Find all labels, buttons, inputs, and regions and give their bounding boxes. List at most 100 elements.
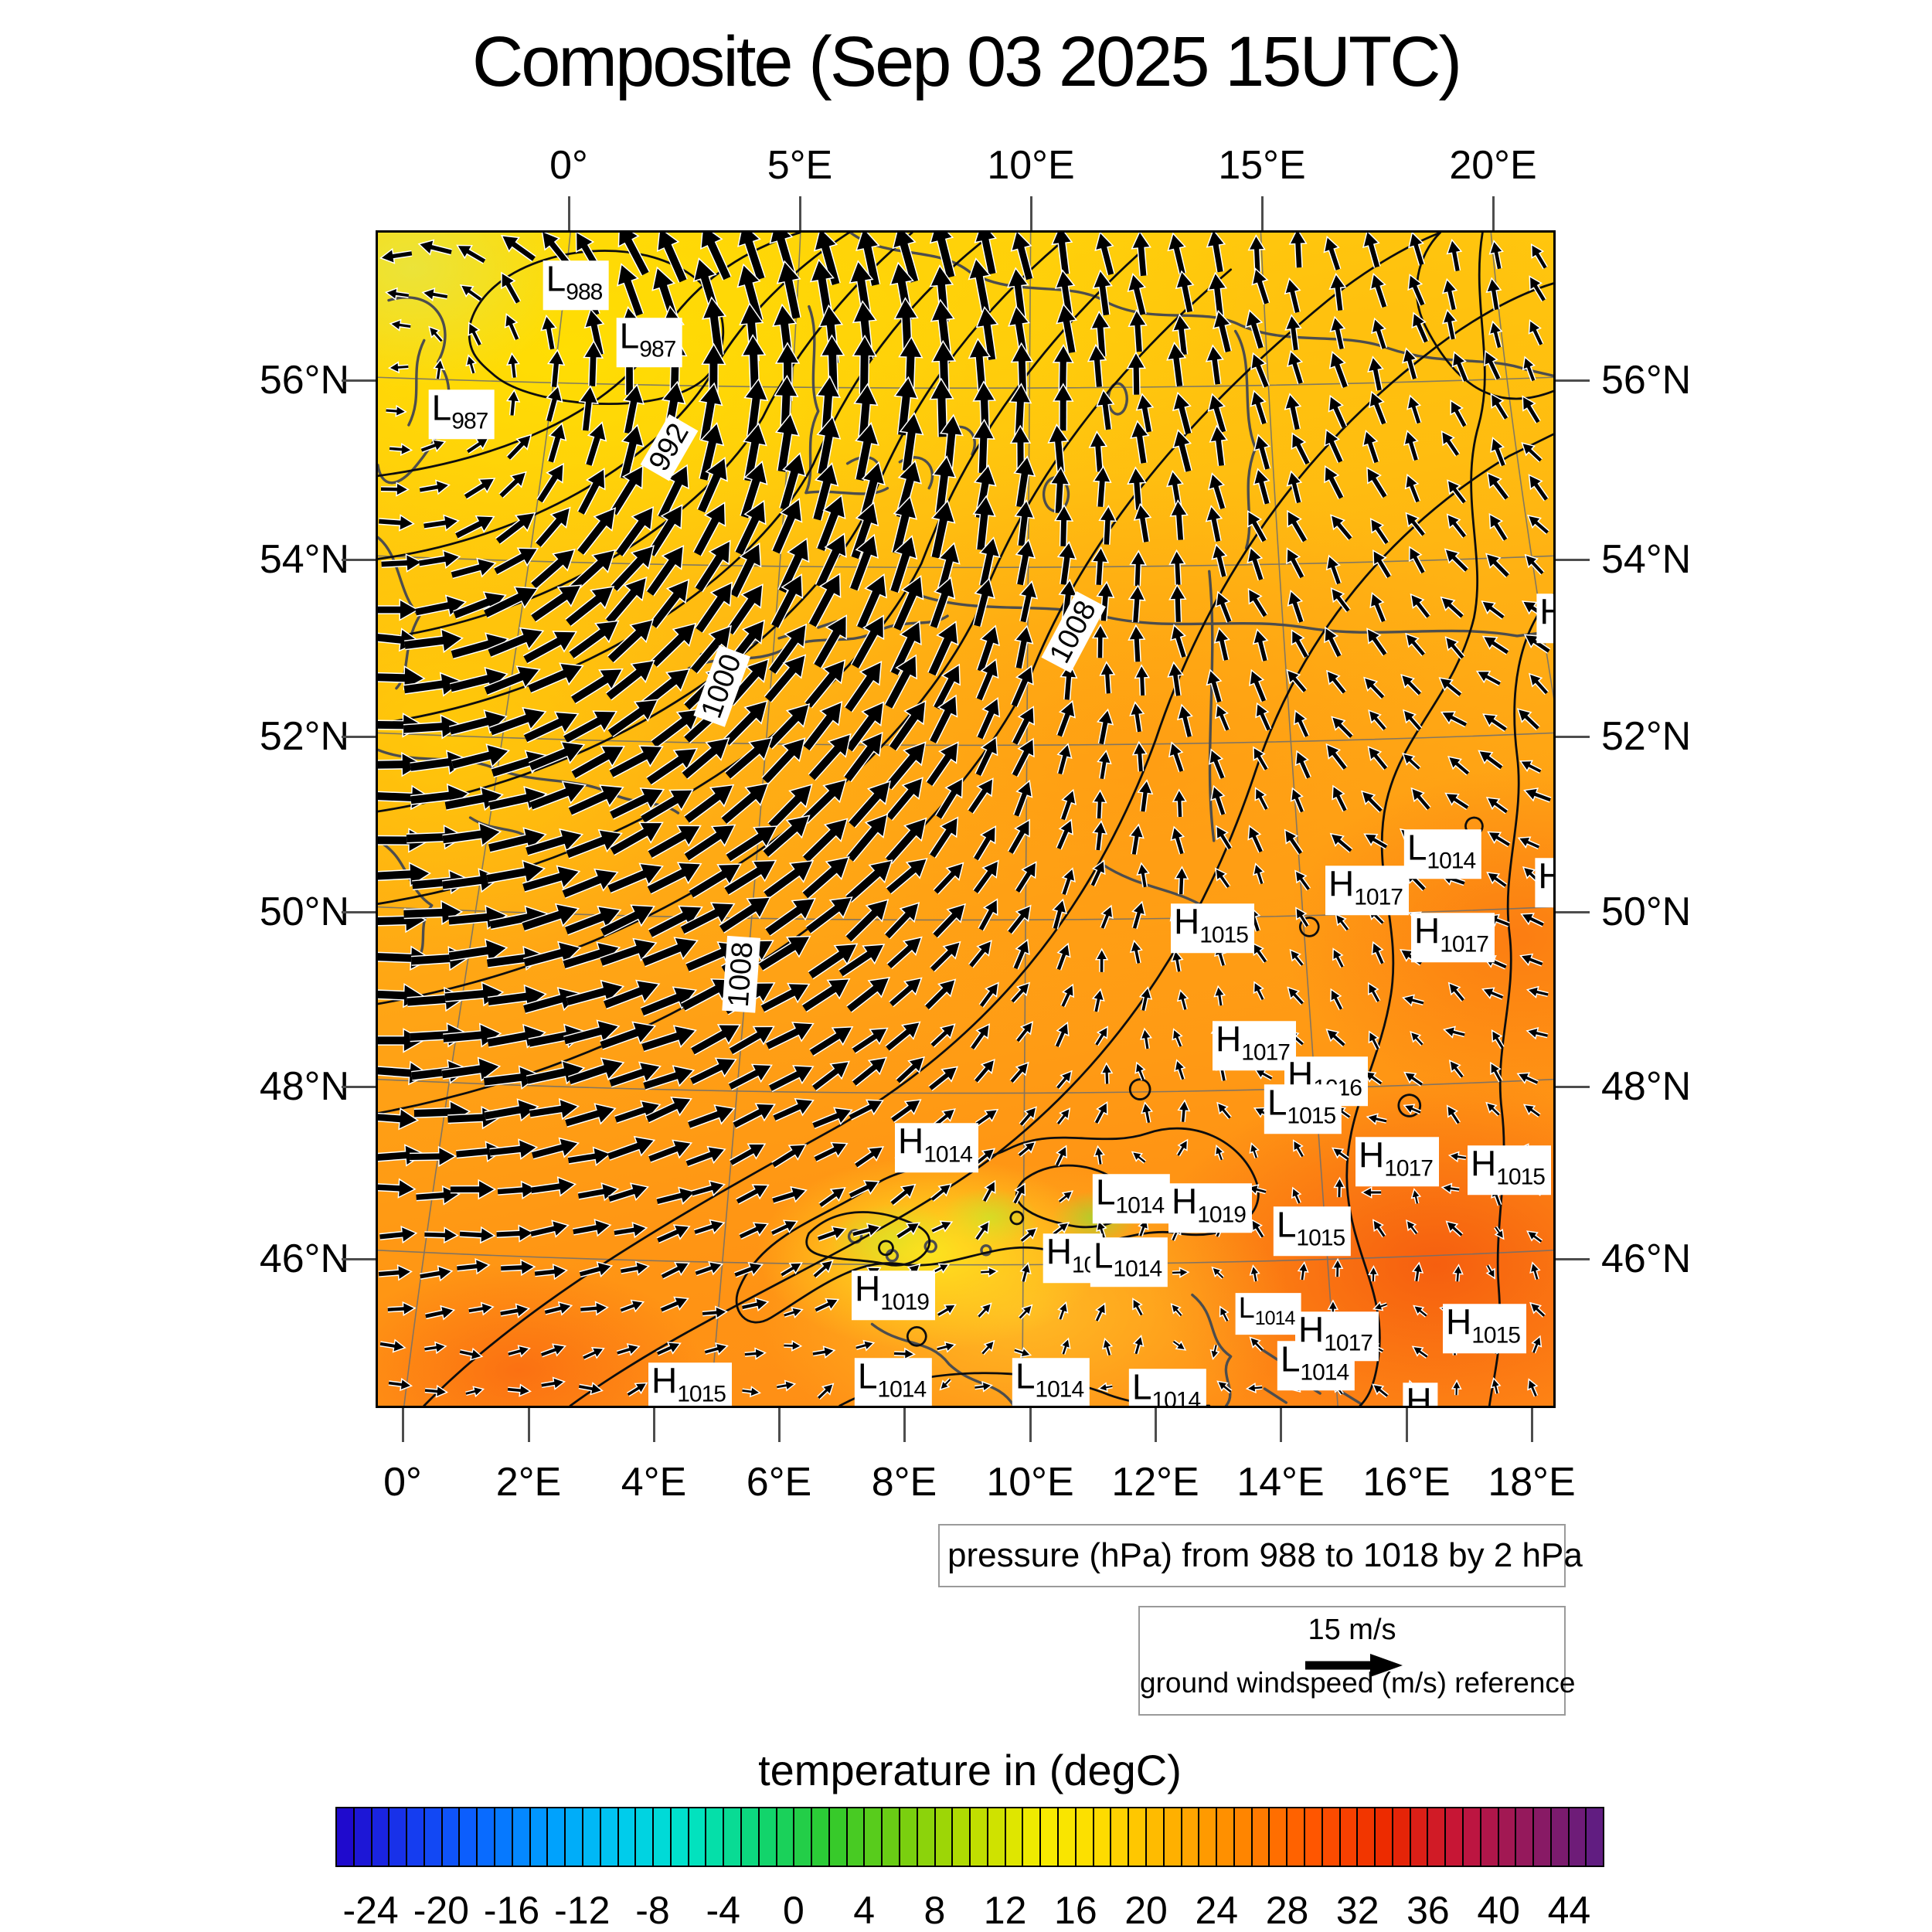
wind-arrow [1494,1226,1505,1240]
wind-arrow [884,741,927,791]
wind-arrow [379,247,413,264]
wind-arrow [609,464,644,516]
wind-arrow [1018,1304,1033,1320]
wind-arrow [1329,315,1346,350]
wind-arrow [1403,709,1423,731]
wind-arrow [892,575,924,631]
wind-arrow [656,1342,682,1356]
wind-arrow [770,573,804,629]
pressure-value: 1014 [1151,1387,1201,1408]
wind-arrow [1211,543,1228,577]
wind-arrow [620,1299,645,1313]
wind-arrow [700,233,732,281]
wind-arrow [1245,1382,1263,1394]
high-pressure-label: H1017 [1355,1137,1439,1186]
wind-arrow [378,1028,425,1053]
wind-arrow [1140,1027,1153,1049]
wind-arrow [930,1183,952,1202]
wind-arrow [1211,1266,1225,1280]
low-pressure-label: L1014 [1403,829,1482,879]
wind-arrow [972,825,997,861]
wind-arrow [1171,949,1184,972]
wind-arrow [468,1301,495,1316]
wind-arrow [1167,233,1187,275]
wind-arrow [378,1178,417,1199]
wind-arrow [1097,749,1112,780]
pressure-value: 1019 [880,1289,930,1315]
wind-arrow [1054,1021,1070,1048]
wind-arrow [1094,233,1115,276]
wind-arrow [1526,514,1549,535]
wind-arrow [838,944,886,978]
wind-arrow [885,1021,921,1052]
wind-arrow [488,786,548,811]
left-axis-lat-label: 50°N [259,889,349,934]
wind-arrow [536,462,564,504]
wind-arrow [456,1258,491,1275]
wind-arrow [1247,587,1268,618]
colorbar-cell [953,1808,971,1866]
wind-arrow [933,663,961,710]
pressure-value: 1017 [1384,1155,1434,1182]
wind-arrow [844,660,883,713]
wind-arrow [642,1065,696,1090]
map-canvas: 992 1000 1008 1008 L988 L987 L987 L1014 H1017 H10… [376,230,1556,1408]
wind-arrow [1441,308,1458,340]
wind-arrow [459,1226,496,1244]
pressure-letter: H [1406,1380,1432,1408]
pressure-value: 1014 [1113,1256,1162,1282]
high-pressure-label: H1017 [1213,1021,1296,1070]
wind-arrow [1361,790,1383,813]
colorbar-tick-label: 20 [1124,1889,1168,1932]
wind-arrow [845,899,889,943]
wind-arrow [1411,1261,1424,1282]
wind-arrow [1172,313,1192,355]
colorbar-cell [1287,1808,1305,1866]
wind-arrow [1291,629,1309,658]
wind-arrow [776,260,801,320]
wind-arrow [725,825,778,862]
wind-arrow [615,505,655,557]
wind-arrow [1172,1028,1183,1048]
wind-arrow [648,905,703,938]
pressure-letter: L [1095,1172,1116,1213]
wind-arrow [1096,389,1115,430]
wind-arrow [1367,746,1389,770]
wind-arrow [1205,505,1223,543]
right-axis-lat-label: 54°N [1601,537,1692,582]
wind-arrow [1522,1104,1541,1117]
wind-arrow [657,464,689,520]
wind-arrow [1330,514,1353,541]
wind-arrow [1369,272,1388,308]
wind-arrow [1167,661,1185,696]
bottom-axis-tick [1280,1408,1282,1442]
colorbar-cell [724,1808,742,1866]
wind-arrow [1405,512,1426,537]
colorbar-cell [337,1808,355,1866]
high-pressure-label: H [1536,594,1553,643]
wind-arrow [729,542,762,598]
left-axis-lat-label: 48°N [259,1064,349,1109]
wind-arrow [729,1026,775,1056]
left-axis-lat-label: 54°N [259,537,349,582]
wind-arrow [1007,818,1030,855]
wind-arrow [977,1302,992,1318]
wind-arrow [813,233,841,286]
wind-arrow [1369,390,1387,425]
wind-arrow [1289,948,1304,967]
pressure-value: 1017 [1324,1330,1373,1356]
wind-arrow [1013,455,1036,508]
wind-arrow [1206,668,1223,703]
pressure-letter: H [1172,1181,1198,1222]
wind-arrow [1017,1141,1036,1158]
wind-arrow [1294,750,1311,780]
wind-arrow [498,471,527,498]
high-pressure-label: H1017 [1411,913,1495,962]
colorbar-cell [1358,1808,1376,1866]
high-pressure-label: H1015 [1468,1145,1551,1195]
pressure-letter: H [898,1121,924,1162]
wind-arrow [1133,502,1152,543]
wind-arrow [1325,743,1348,770]
colorbar-tick-label: -24 [342,1889,399,1932]
pressure-value: 1014 [1427,848,1476,874]
